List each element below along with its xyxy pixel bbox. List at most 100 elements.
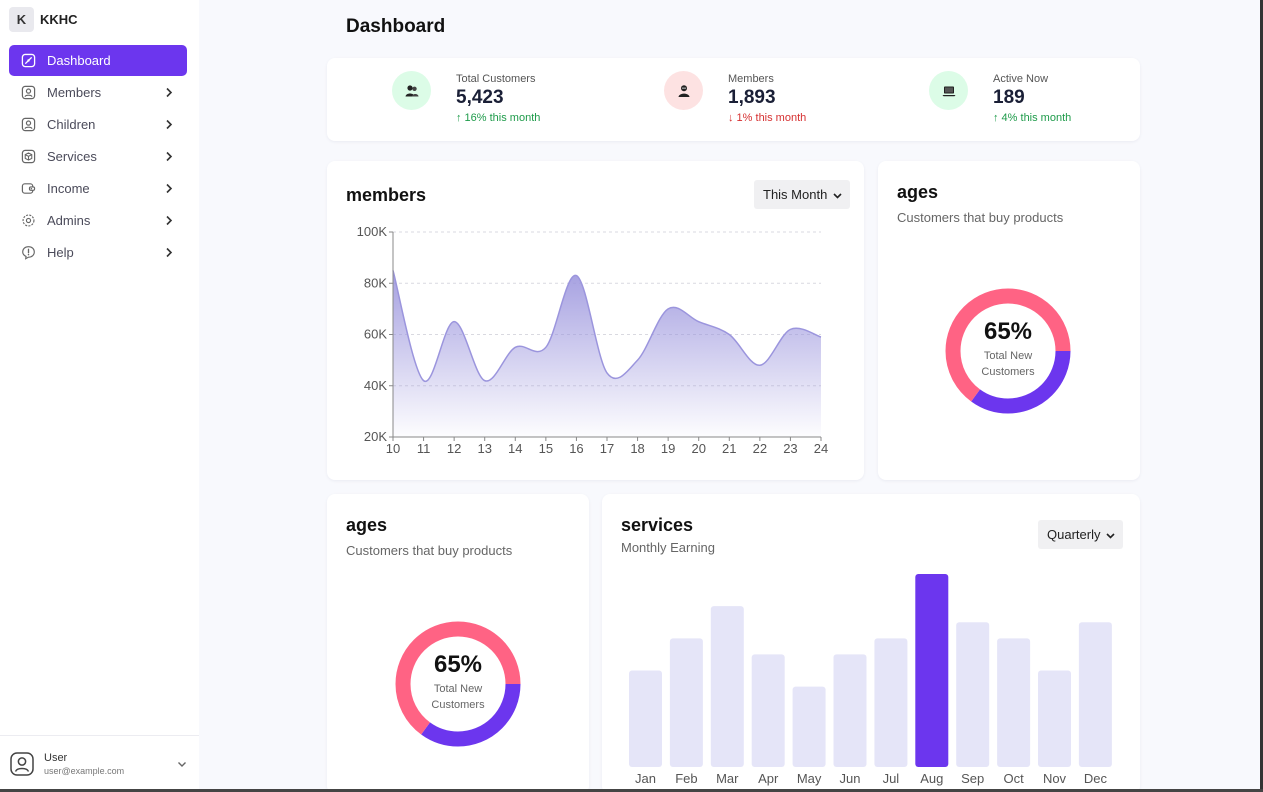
window-edge-bottom xyxy=(0,789,1263,792)
stat-active-now: Active Now 189 ↑ 4% this month xyxy=(929,70,1071,124)
members-series-line xyxy=(392,270,822,382)
bar-mar xyxy=(710,606,744,767)
chevron-right-icon xyxy=(161,215,177,226)
bar-may xyxy=(792,686,826,767)
x-tick-label: Mar xyxy=(716,771,739,786)
sidebar-item-help[interactable]: Help xyxy=(9,237,187,268)
ages-donut-chart xyxy=(945,288,1071,414)
x-tick-label: Apr xyxy=(758,771,779,786)
window-edge xyxy=(1260,0,1263,792)
ages-title: ages xyxy=(346,515,388,535)
chevron-right-icon xyxy=(161,87,177,98)
sidebar-item-children[interactable]: Children xyxy=(9,109,187,140)
sidebar-item-label: Members xyxy=(47,85,102,100)
user-profile[interactable]: User user@example.com xyxy=(0,735,199,792)
stat-members: Members 1,893 ↓ 1% this month xyxy=(664,70,806,124)
donut-percent: 65% xyxy=(983,318,1033,345)
x-tick-label: 10 xyxy=(386,441,400,456)
bar-feb xyxy=(669,638,703,767)
y-tick-label: 100K xyxy=(357,224,388,239)
x-tick-label: 16 xyxy=(569,441,583,456)
donut-center: 65% Total New Customers xyxy=(953,318,1063,380)
avatar-icon xyxy=(10,752,34,776)
chevron-right-icon xyxy=(161,183,177,194)
x-tick-label: May xyxy=(797,771,822,786)
x-tick-label: 17 xyxy=(600,441,614,456)
bar-jul xyxy=(874,638,908,767)
bar-jan xyxy=(629,670,662,767)
dashboard-icon xyxy=(20,53,36,69)
stat-label: Total Customers xyxy=(456,73,536,85)
bar-oct xyxy=(997,638,1031,767)
stats-card: Total Customers 5,423 ↑ 16% this month M… xyxy=(327,58,1140,141)
brand[interactable]: K KKHC xyxy=(9,7,78,32)
members-area-fill xyxy=(393,270,821,437)
x-tick-label: 24 xyxy=(814,441,828,456)
y-tick-label: 80K xyxy=(364,275,387,290)
x-tick-label: 19 xyxy=(661,441,675,456)
services-bar-chart: Jan Feb Mar Apr May Jun Jul Aug Sep Oct Nov Dec xyxy=(629,574,1112,786)
chevron-right-icon xyxy=(161,151,177,162)
x-tick-label: Feb xyxy=(675,771,697,786)
bar-nov xyxy=(1038,670,1071,767)
period-select-value: This Month xyxy=(763,187,828,202)
period-select[interactable]: This Month xyxy=(754,180,851,209)
chevron-down-icon xyxy=(833,187,842,202)
donut-label-2: Customers xyxy=(431,699,485,711)
sidebar-item-services[interactable]: Services xyxy=(9,141,187,172)
stat-trend: ↓ 1% this month xyxy=(728,112,807,124)
stat-value: 189 xyxy=(993,87,1025,108)
bar-dec xyxy=(1078,622,1112,767)
x-tick-label: 14 xyxy=(508,441,522,456)
quarterly-select[interactable]: Quarterly xyxy=(1038,520,1124,549)
members-title: members xyxy=(346,185,427,205)
x-tick-label: Aug xyxy=(920,771,943,786)
user-name: User xyxy=(44,752,68,764)
stat-label: Active Now xyxy=(993,73,1049,85)
bar-sep xyxy=(956,622,990,767)
sidebar-item-dashboard[interactable]: Dashboard xyxy=(9,45,187,76)
stat-total-customers: Total Customers 5,423 ↑ 16% this month xyxy=(392,70,540,124)
x-tick-label: 11 xyxy=(417,441,431,456)
sidebar-item-label: Admins xyxy=(47,213,91,228)
stat-value: 5,423 xyxy=(456,87,504,108)
x-tick-label: 12 xyxy=(447,441,461,456)
sidebar-item-income[interactable]: Income xyxy=(9,173,187,204)
y-tick-label: 40K xyxy=(364,378,387,393)
bar-jun xyxy=(833,654,867,767)
y-tick-label: 60K xyxy=(364,327,387,342)
bar-apr xyxy=(751,654,785,767)
x-tick-label: 13 xyxy=(477,441,491,456)
chevron-right-icon xyxy=(161,247,177,258)
donut-label-2: Customers xyxy=(981,366,1035,378)
sidebar-item-members[interactable]: Members xyxy=(9,77,187,108)
page-title: Dashboard xyxy=(346,16,446,37)
ages-donut-chart xyxy=(395,621,521,747)
user-email: user@example.com xyxy=(44,766,125,776)
box-icon xyxy=(20,149,36,165)
sidebar-nav: Dashboard Members Children Services xyxy=(9,45,187,269)
sidebar-item-label: Services xyxy=(47,149,97,164)
chevron-down-icon[interactable] xyxy=(177,755,187,773)
x-tick-label: 20 xyxy=(691,441,705,456)
user-icon xyxy=(20,117,36,133)
brand-name: KKHC xyxy=(40,12,78,27)
x-tick-label: Dec xyxy=(1084,771,1108,786)
ages-card-secondary: ages Customers that buy products 65% Tot… xyxy=(327,494,589,792)
sidebar-item-admins[interactable]: Admins xyxy=(9,205,187,236)
customers-icon xyxy=(392,71,431,110)
x-tick-label: 22 xyxy=(753,441,767,456)
services-title: services xyxy=(621,515,694,535)
x-tick-label: 23 xyxy=(783,441,797,456)
members-card: members This Month 100K 80K 60K 40K 20K 10 11 1… xyxy=(327,161,864,480)
brand-logo: K xyxy=(9,7,34,32)
member-icon xyxy=(664,71,703,110)
wallet-icon xyxy=(20,181,36,197)
ages-title: ages xyxy=(897,182,939,202)
x-tick-label: Nov xyxy=(1043,771,1067,786)
stat-label: Members xyxy=(728,73,774,85)
donut-label-1: Total New xyxy=(433,683,483,695)
sidebar-item-label: Dashboard xyxy=(47,53,111,68)
user-icon xyxy=(20,85,36,101)
chevron-down-icon xyxy=(1106,527,1116,542)
